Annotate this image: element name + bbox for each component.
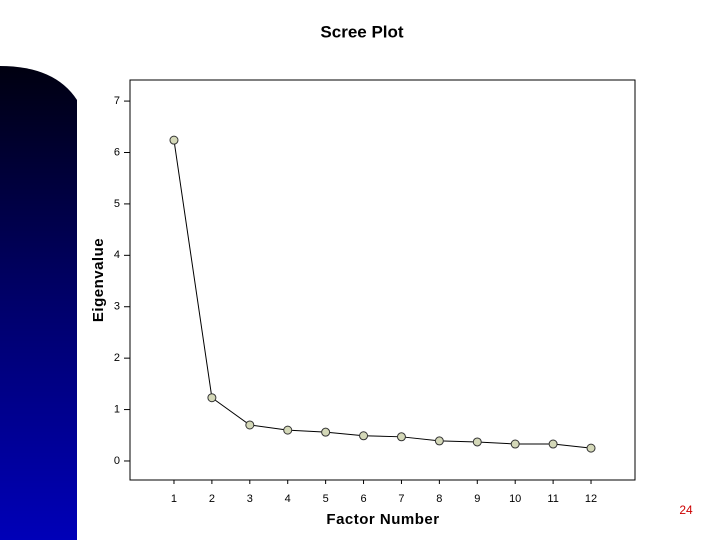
y-tick-label: 0 <box>114 455 120 467</box>
line <box>173 140 592 449</box>
x-tick-label: 7 <box>398 493 404 505</box>
x-tick-label: 2 <box>209 493 215 505</box>
x-tick-label: 11 <box>547 493 558 505</box>
y-axis-title: Eigenvalue <box>90 238 107 322</box>
x-tick-label: 1 <box>171 493 177 505</box>
point <box>472 437 482 447</box>
chart-title: Scree Plot <box>320 22 403 41</box>
x-tick-label: 3 <box>247 493 253 505</box>
x-tick-label: 9 <box>474 493 480 505</box>
x-tick-label: 10 <box>509 493 521 505</box>
point <box>586 443 596 453</box>
y-tick-label: 3 <box>114 301 120 313</box>
point <box>169 135 179 145</box>
x-tick-label: 6 <box>360 493 366 505</box>
y-tick-label: 2 <box>114 352 120 364</box>
side-decoration <box>0 66 77 540</box>
slide-number: 24 <box>679 503 693 517</box>
x-axis-title: Factor Number <box>326 511 439 528</box>
y-tick-label: 4 <box>114 249 120 261</box>
point <box>396 432 406 442</box>
point <box>510 439 520 449</box>
x-tick-label: 12 <box>585 493 597 505</box>
point <box>548 439 558 449</box>
point <box>434 436 444 446</box>
x-tick-label: 4 <box>285 493 291 505</box>
y-tick-label: 6 <box>114 146 120 158</box>
plot-frame <box>129 79 636 481</box>
point <box>359 431 369 441</box>
y-tick-label: 7 <box>114 95 120 107</box>
y-tick-label: 5 <box>114 198 120 210</box>
point <box>321 427 331 437</box>
point <box>283 425 293 435</box>
point <box>245 420 255 430</box>
x-tick-label: 8 <box>436 493 442 505</box>
point <box>207 393 217 403</box>
x-tick-label: 5 <box>323 493 329 505</box>
y-tick-label: 1 <box>114 403 120 415</box>
